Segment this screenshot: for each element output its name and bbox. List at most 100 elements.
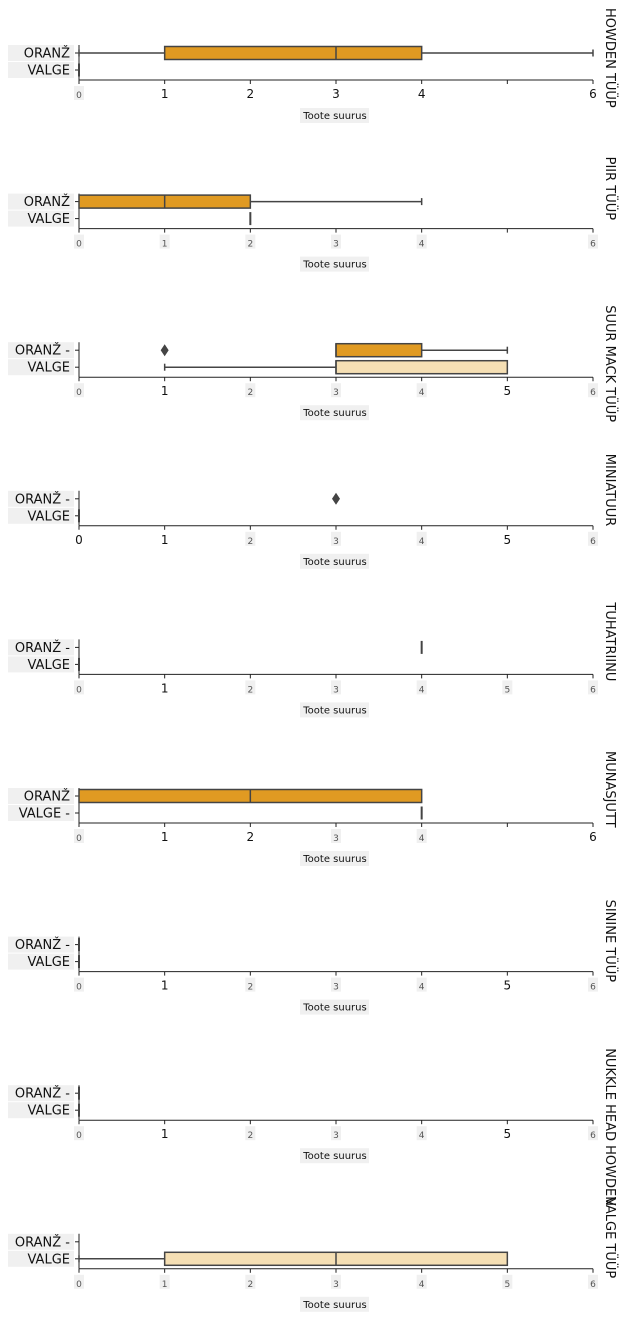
x-tick-label: 0 [76,983,82,993]
panel-title: TUHATRIINU [602,601,617,681]
x-tick-label: 5 [504,533,512,547]
panel-title: VALGE TÜÜP [602,1197,619,1279]
x-tick-label: 4 [418,87,426,101]
category-label-bg [8,805,74,821]
x-tick-label: 2 [247,388,253,398]
x-tick-label: 4 [419,983,425,993]
category-label-bg [8,656,74,673]
x-tick-label: 2 [247,537,253,547]
x-tick-label: 3 [333,685,339,695]
category-label: ORANŽ - [15,343,70,359]
x-tick-label: 3 [332,87,340,101]
panel-4: ORANŽ - VALGE 0 1 2 3 4 5 6 Toote suurus TUHATRIIN… [8,601,617,718]
tick-label-bg [74,680,84,695]
panel-title: PIIR TÜÜP [602,157,619,221]
x-axis-label-bg [300,851,369,866]
category-label: VALGE [28,1252,71,1267]
tick-label-bg [588,977,598,992]
category-label: VALGE [28,361,71,376]
category-label: ORANŽ - [15,1234,70,1250]
x-tick-label: 0 [76,685,82,695]
panel-title: SUUR MACK TÜÜP [602,305,619,422]
x-tick-label: 5 [504,1127,512,1141]
x-tick-label: 2 [247,830,255,844]
x-tick-label: 3 [333,1280,339,1290]
x-tick-label: 1 [162,240,168,250]
tick-label-bg [588,531,598,546]
panel-8: ORANŽ - VALGE 0 1 2 3 4 5 6 Toote suurus VALGE TÜÜ… [8,1197,619,1312]
box-oranž [160,342,509,358]
category-label: VALGE [28,509,71,524]
tick-label-bg [416,680,427,695]
tick-label-bg [588,1274,598,1289]
x-tick-label: 1 [161,384,169,398]
tick-label-bg [416,234,427,249]
x-tick-label: 0 [75,533,83,547]
x-axis-label: Toote suurus [302,854,366,865]
x-tick-label: 4 [419,537,425,547]
category-label-bg [8,342,74,359]
x-tick-label: 1 [161,1127,169,1141]
panel-title: SININE TÜÜP [602,900,619,983]
category-label-bg [8,359,74,376]
tick-label-bg [74,383,84,398]
x-tick-label: 3 [333,240,339,250]
x-tick-label: 1 [161,87,169,101]
box-iqr [335,359,509,375]
tick-label-bg [74,1274,84,1289]
category-label-bg [8,490,74,507]
tick-label-bg [502,680,513,695]
x-tick-label: 3 [333,537,339,547]
tick-label-bg [331,977,341,992]
x-axis-label-bg [300,1148,369,1164]
x-tick-label: 0 [76,91,82,101]
outlier-point [160,344,169,357]
tick-label-bg [588,383,598,398]
x-axis-label: Toote suurus [302,705,366,716]
outlier-point [332,492,340,505]
panel-7: ORANŽ - VALGE 0 1 2 3 4 5 6 Toote suurus NUKKLE HE… [8,1048,617,1206]
x-axis-label-bg [300,999,369,1015]
x-tick-label: 6 [590,537,596,547]
x-axis-label-bg [300,553,369,569]
x-tick-label: 6 [590,388,596,398]
x-tick-label: 1 [161,979,169,993]
x-tick-label: 5 [504,685,510,695]
x-tick-label: 1 [161,533,169,547]
x-tick-label: 0 [76,388,82,398]
category-label: VALGE [28,658,71,673]
box-oranž [78,45,594,61]
x-axis-label: Toote suurus [302,111,366,122]
panel-6: ORANŽ - VALGE 0 1 2 3 4 5 6 Toote suurus SININE TÜ… [8,900,619,1015]
category-label-bg [8,1085,74,1102]
tick-label-bg [245,1126,256,1141]
tick-label-bg [502,1274,513,1289]
category-label-bg [8,1250,74,1267]
tick-label-bg [74,86,84,100]
panel-5: ORANŽ VALGE - 0 1 2 3 4 6 Toote suurus MUNASJUTT [8,751,617,866]
category-label-bg [8,639,74,656]
x-tick-label: 0 [76,834,82,844]
tick-label-bg [331,1274,341,1289]
box-valge [163,359,509,375]
x-tick-label: 0 [76,240,82,250]
panel-title: NUKKLE HEAD HOWDEN [602,1048,617,1206]
x-tick-label: 3 [333,834,339,844]
tick-label-bg [331,234,341,249]
panel-title: MUNASJUTT [602,751,617,828]
panel-title: HOWDEN TÜÜP [602,8,619,108]
box-valge [78,1251,509,1267]
box-oranž [78,194,423,209]
category-label: ORANŽ [24,46,70,62]
x-axis-label: Toote suurus [302,1003,366,1014]
x-axis-label-bg [300,405,369,421]
tick-label-bg [416,1126,427,1141]
x-axis-label: Toote suurus [302,408,366,419]
tick-label-bg [588,1126,598,1141]
tick-label-bg [416,531,427,546]
tick-label-bg [74,234,84,249]
x-axis-label-bg [300,702,369,718]
category-label-bg [8,1233,74,1250]
